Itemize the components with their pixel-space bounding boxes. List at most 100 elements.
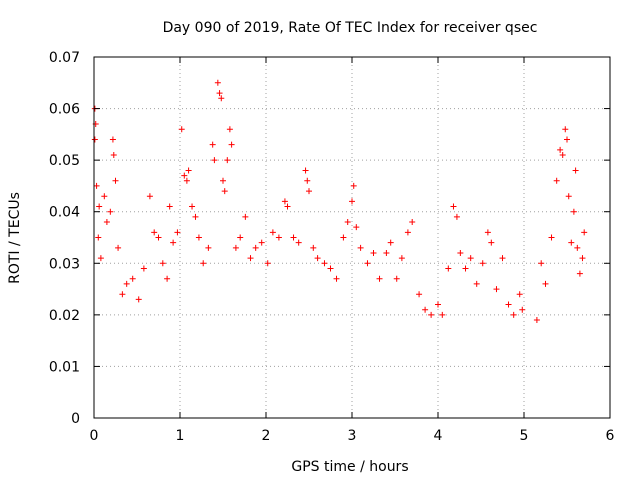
data-point [510, 311, 517, 318]
data-point [581, 229, 588, 236]
data-point [181, 172, 188, 179]
data-point [559, 151, 566, 158]
data-point [221, 188, 228, 195]
data-point [237, 234, 244, 241]
data-point [110, 151, 117, 158]
data-point [516, 291, 523, 298]
y-tick-label: 0.03 [49, 256, 80, 272]
data-point [166, 203, 173, 210]
data-point [416, 291, 423, 298]
data-point [146, 193, 153, 200]
data-point [350, 182, 357, 189]
data-point [376, 275, 383, 282]
data-point [349, 198, 355, 205]
data-point [123, 280, 130, 287]
x-tick-label: 5 [520, 428, 529, 444]
data-point [115, 244, 122, 251]
y-tick-label: 0.07 [49, 50, 80, 66]
data-point [533, 317, 540, 324]
y-axis-label: ROTI / TECUs [7, 192, 23, 284]
x-tick-label: 2 [262, 428, 271, 444]
data-point [467, 255, 474, 262]
data-point [404, 229, 411, 236]
data-point [340, 234, 347, 241]
data-point [462, 265, 469, 272]
data-point [211, 157, 218, 164]
data-point [488, 239, 495, 246]
data-point [192, 213, 199, 220]
data-point [557, 146, 564, 153]
data-point [445, 265, 452, 272]
data-point [428, 311, 435, 318]
data-point [200, 260, 207, 267]
data-point [185, 167, 192, 174]
data-point [505, 301, 512, 308]
data-point [220, 177, 226, 184]
x-tick-label: 1 [176, 428, 185, 444]
data-point [247, 255, 254, 262]
data-point [344, 219, 351, 226]
data-point [576, 270, 583, 277]
data-point [398, 255, 405, 262]
data-point [140, 265, 147, 272]
y-tick-label: 0 [71, 411, 80, 427]
data-point [310, 244, 317, 251]
data-point [565, 193, 572, 200]
data-point [228, 141, 235, 148]
data-point [383, 249, 390, 256]
x-tick-label: 3 [348, 428, 357, 444]
data-point [393, 275, 400, 282]
data-point [422, 306, 429, 313]
data-point [387, 239, 394, 246]
x-tick-label: 0 [90, 428, 99, 444]
data-point [457, 249, 464, 256]
data-point [252, 244, 259, 251]
data-point [538, 260, 545, 267]
data-point [159, 260, 166, 267]
data-point [519, 306, 526, 313]
data-point [281, 198, 288, 205]
data-point [327, 265, 334, 272]
data-point [290, 234, 297, 241]
y-tick-label: 0.01 [49, 359, 80, 375]
data-point [479, 260, 486, 267]
data-point [195, 234, 202, 241]
data-point [95, 234, 102, 241]
data-points [91, 79, 588, 324]
data-point [91, 136, 98, 143]
chart-title: Day 090 of 2019, Rate Of TEC Index for r… [163, 20, 538, 36]
data-point [295, 239, 302, 246]
data-point [284, 203, 291, 210]
data-point [553, 177, 560, 184]
data-point [224, 157, 231, 164]
data-point [96, 203, 103, 210]
data-point [232, 244, 239, 251]
data-point [370, 249, 377, 256]
data-point [548, 234, 555, 241]
data-point [321, 260, 328, 267]
data-point [242, 213, 249, 220]
data-point [572, 167, 579, 174]
data-point [353, 224, 360, 231]
data-point [574, 244, 581, 251]
data-point [170, 239, 177, 246]
data-point [269, 229, 276, 236]
data-point [107, 208, 114, 215]
y-tick-label: 0.06 [49, 102, 80, 118]
data-point [302, 167, 309, 174]
data-point [93, 182, 100, 189]
data-point [409, 219, 416, 226]
data-point [579, 255, 586, 262]
data-point [473, 280, 480, 287]
x-axis-label: GPS time / hours [291, 459, 408, 475]
data-point [218, 95, 225, 102]
data-point [135, 296, 142, 303]
data-point [226, 126, 233, 133]
data-point [97, 255, 104, 262]
x-tick-label: 4 [434, 428, 443, 444]
data-point [101, 193, 108, 200]
y-tick-label: 0.04 [49, 205, 80, 221]
data-point [364, 260, 371, 267]
data-point [435, 301, 441, 308]
